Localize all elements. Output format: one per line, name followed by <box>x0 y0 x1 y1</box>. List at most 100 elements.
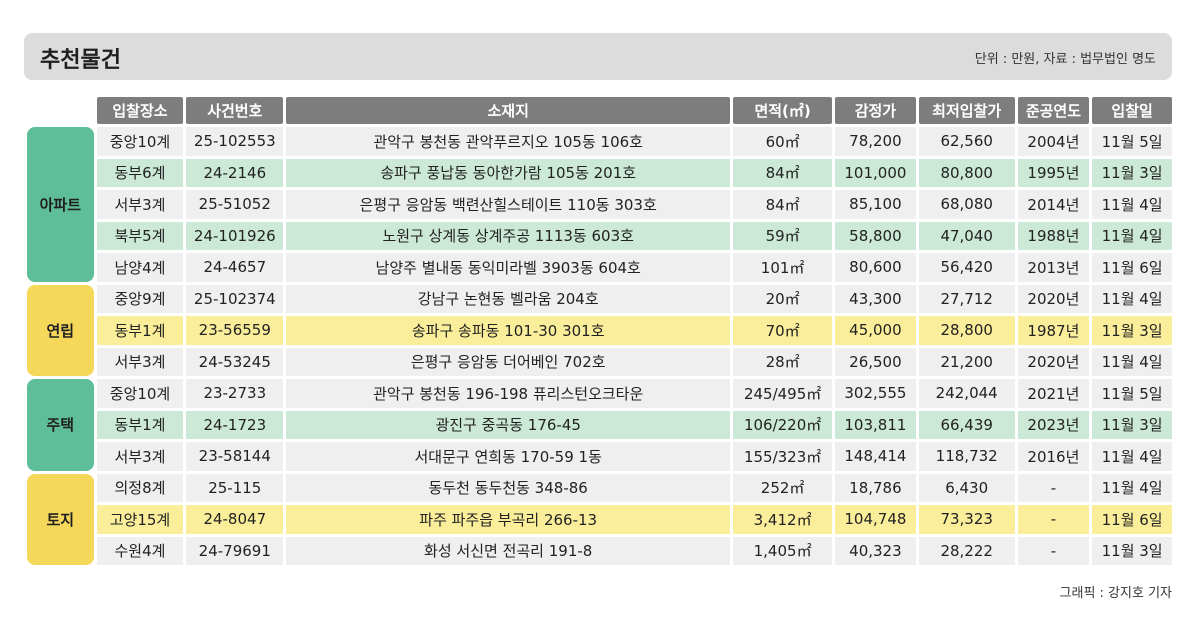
venue-cell: 중앙10계 <box>96 379 184 408</box>
location-cell: 은평구 응암동 백련산힐스테이트 110동 303호 <box>286 190 731 219</box>
col-header-area: 면적(㎡) <box>733 97 833 124</box>
appraisal-cell: 18,786 <box>835 473 916 502</box>
area-cell: 60㎡ <box>733 127 833 156</box>
appraisal-cell: 80,600 <box>835 253 916 282</box>
area-cell: 84㎡ <box>733 158 833 187</box>
min-bid-cell: 62,560 <box>918 127 1015 156</box>
venue-cell: 동부1계 <box>96 410 184 439</box>
location-cell: 송파구 풍납동 동아한가람 105동 201호 <box>286 158 731 187</box>
built-year-cell: 1988년 <box>1017 221 1090 250</box>
area-cell: 70㎡ <box>733 316 833 345</box>
appraisal-cell: 78,200 <box>835 127 916 156</box>
venue-cell: 남양4계 <box>96 253 184 282</box>
case-no-cell: 25-115 <box>186 473 284 502</box>
built-year-cell: 1987년 <box>1017 316 1090 345</box>
area-cell: 106/220㎡ <box>733 410 833 439</box>
min-bid-cell: 6,430 <box>918 473 1015 502</box>
location-cell: 강남구 논현동 벨라움 204호 <box>286 284 731 313</box>
location-cell: 화성 서신면 전곡리 191-8 <box>286 536 731 565</box>
min-bid-cell: 118,732 <box>918 442 1015 471</box>
min-bid-cell: 68,080 <box>918 190 1015 219</box>
venue-cell: 서부3계 <box>96 347 184 376</box>
case-no-cell: 24-4657 <box>186 253 284 282</box>
built-year-cell: 2014년 <box>1017 190 1090 219</box>
table-header-row: 입찰장소 사건번호 소재지 면적(㎡) 감정가 최저입찰가 준공연도 입찰일 <box>27 97 1172 124</box>
bid-date-cell: 11월 4일 <box>1092 473 1172 502</box>
area-cell: 84㎡ <box>733 190 833 219</box>
table-row: 남양4계 24-4657 남양주 별내동 동익미라벨 3903동 604호 101㎡ 8… <box>27 253 1172 282</box>
min-bid-cell: 66,439 <box>918 410 1015 439</box>
appraisal-cell: 101,000 <box>835 158 916 187</box>
table-row: 주택 중앙10계 23-2733 관악구 봉천동 196-198 퓨리스턴오크타운 24… <box>27 379 1172 471</box>
appraisal-cell: 103,811 <box>835 410 916 439</box>
area-cell: 59㎡ <box>733 221 833 250</box>
appraisal-cell: 85,100 <box>835 190 916 219</box>
location-cell: 광진구 중곡동 176-45 <box>286 410 731 439</box>
location-cell: 노원구 상계동 상계주공 1113동 603호 <box>286 221 731 250</box>
appraisal-cell: 40,323 <box>835 536 916 565</box>
location-cell: 파주 파주읍 부곡리 266-13 <box>286 505 731 534</box>
bid-date-cell: 11월 3일 <box>1092 410 1172 439</box>
area-cell: 252㎡ <box>733 473 833 502</box>
col-header-case-no: 사건번호 <box>186 97 284 124</box>
area-cell: 28㎡ <box>733 347 833 376</box>
graphic-credit: 그래픽 : 강지호 기자 <box>1059 586 1172 601</box>
header-bar: 추천물건 단위 : 만원, 자료 : 법무법인 명도 <box>24 33 1172 80</box>
col-header-min-bid: 최저입찰가 <box>918 97 1015 124</box>
col-header-bid-date: 입찰일 <box>1092 97 1172 124</box>
min-bid-cell: 80,800 <box>918 158 1015 187</box>
table-row: 북부5계 24-101926 노원구 상계동 상계주공 1113동 603호 59㎡ 5… <box>27 221 1172 250</box>
location-cell: 관악구 봉천동 관악푸르지오 105동 106호 <box>286 127 731 156</box>
min-bid-cell: 56,420 <box>918 253 1015 282</box>
bid-date-cell: 11월 3일 <box>1092 316 1172 345</box>
appraisal-cell: 148,414 <box>835 442 916 471</box>
case-no-cell: 25-51052 <box>186 190 284 219</box>
location-cell: 송파구 송파동 101-30 301호 <box>286 316 731 345</box>
col-header-location: 소재지 <box>286 97 731 124</box>
venue-cell: 중앙9계 <box>96 284 184 313</box>
unit-source-note: 단위 : 만원, 자료 : 법무법인 명도 <box>974 52 1156 67</box>
min-bid-cell: 242,044 <box>918 379 1015 408</box>
min-bid-cell: 47,040 <box>918 221 1015 250</box>
category-label: 아파트 <box>27 127 94 282</box>
case-no-cell: 24-8047 <box>186 505 284 534</box>
bid-date-cell: 11월 4일 <box>1092 347 1172 376</box>
area-cell: 3,412㎡ <box>733 505 833 534</box>
page-title: 추천물건 <box>40 48 121 73</box>
category-label: 연립 <box>27 284 94 376</box>
case-no-cell: 23-56559 <box>186 316 284 345</box>
case-no-cell: 24-53245 <box>186 347 284 376</box>
case-no-cell: 24-2146 <box>186 158 284 187</box>
area-cell: 245/495㎡ <box>733 379 833 408</box>
col-header-built-year: 준공연도 <box>1017 97 1090 124</box>
min-bid-cell: 21,200 <box>918 347 1015 376</box>
location-cell: 남양주 별내동 동익미라벨 3903동 604호 <box>286 253 731 282</box>
appraisal-cell: 58,800 <box>835 221 916 250</box>
built-year-cell: 2016년 <box>1017 442 1090 471</box>
venue-cell: 북부5계 <box>96 221 184 250</box>
bid-date-cell: 11월 4일 <box>1092 284 1172 313</box>
case-no-cell: 24-101926 <box>186 221 284 250</box>
table-row: 동부6계 24-2146 송파구 풍납동 동아한가람 105동 201호 84㎡ 101… <box>27 158 1172 187</box>
venue-cell: 동부6계 <box>96 158 184 187</box>
venue-cell: 서부3계 <box>96 190 184 219</box>
min-bid-cell: 28,800 <box>918 316 1015 345</box>
bid-date-cell: 11월 6일 <box>1092 505 1172 534</box>
built-year-cell: - <box>1017 505 1090 534</box>
built-year-cell: 2004년 <box>1017 127 1090 156</box>
header-blank-cell <box>27 97 94 124</box>
case-no-cell: 25-102374 <box>186 284 284 313</box>
col-header-appraisal: 감정가 <box>835 97 916 124</box>
table-row: 동부1계 24-1723 광진구 중곡동 176-45 106/220㎡ 103,811… <box>27 410 1172 439</box>
bid-date-cell: 11월 4일 <box>1092 190 1172 219</box>
built-year-cell: 2021년 <box>1017 379 1090 408</box>
area-cell: 101㎡ <box>733 253 833 282</box>
case-no-cell: 24-1723 <box>186 410 284 439</box>
venue-cell: 동부1계 <box>96 316 184 345</box>
venue-cell: 의정8계 <box>96 473 184 502</box>
appraisal-cell: 43,300 <box>835 284 916 313</box>
venue-cell: 중앙10계 <box>96 127 184 156</box>
bid-date-cell: 11월 3일 <box>1092 536 1172 565</box>
venue-cell: 수원4계 <box>96 536 184 565</box>
built-year-cell: 1995년 <box>1017 158 1090 187</box>
